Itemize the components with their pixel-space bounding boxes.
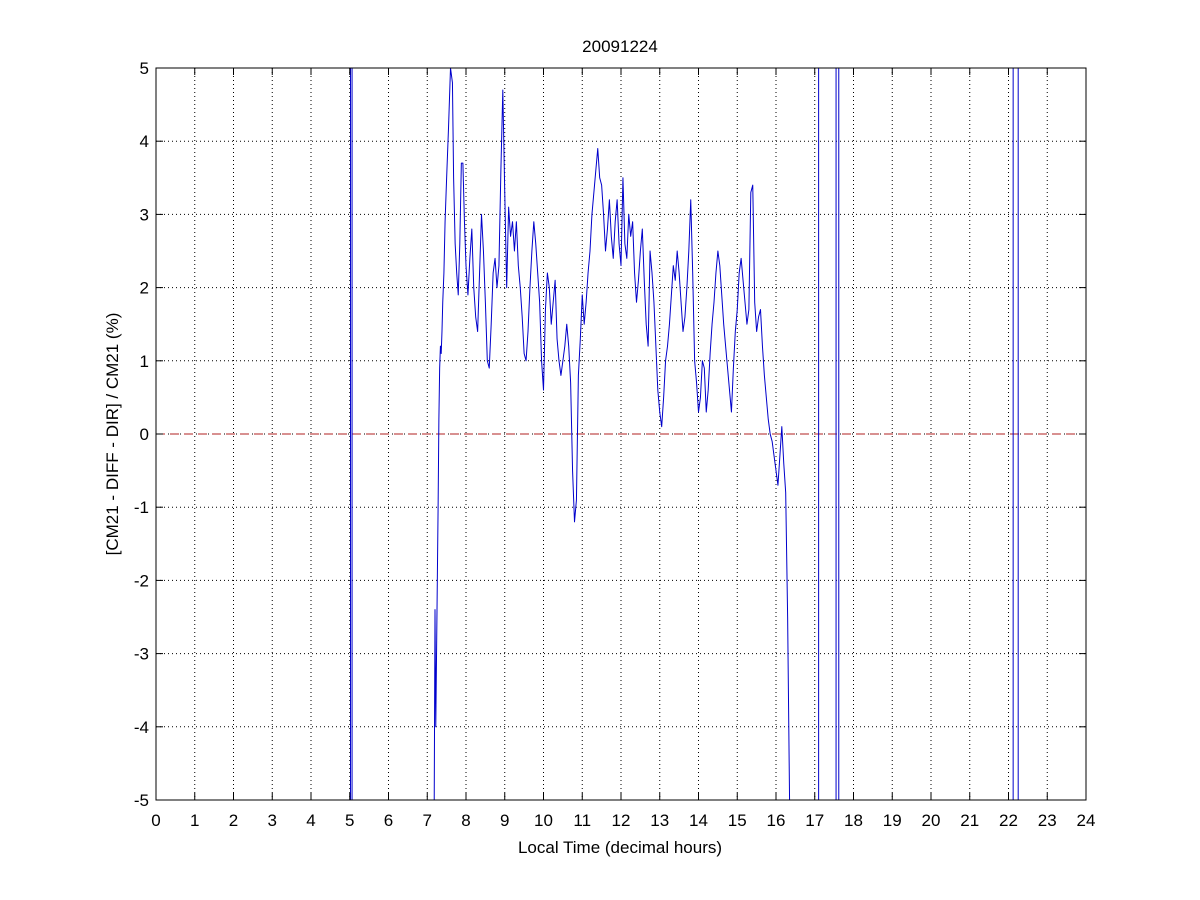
x-tick-label: 23: [1038, 811, 1057, 830]
x-axis-label: Local Time (decimal hours): [518, 838, 722, 857]
x-tick-label: 10: [534, 811, 553, 830]
y-tick-label: 1: [140, 352, 149, 371]
x-tick-label: 17: [805, 811, 824, 830]
x-tick-label: 8: [461, 811, 470, 830]
y-tick-label: -1: [134, 498, 149, 517]
y-tick-label: 3: [140, 205, 149, 224]
x-tick-label: 12: [612, 811, 631, 830]
x-tick-label: 19: [883, 811, 902, 830]
x-tick-label: 0: [151, 811, 160, 830]
x-tick-label: 5: [345, 811, 354, 830]
x-tick-label: 6: [384, 811, 393, 830]
y-tick-label: -3: [134, 645, 149, 664]
x-tick-label: 13: [650, 811, 669, 830]
x-tick-label: 18: [844, 811, 863, 830]
series-line: [433, 67, 791, 801]
y-axis: -5 -4 -3 -2 -1 0 1 2 3 4 5: [134, 59, 1086, 810]
x-tick-label: 9: [500, 811, 509, 830]
x-tick-label: 20: [922, 811, 941, 830]
y-tick-label: 5: [140, 59, 149, 78]
x-tick-label: 24: [1077, 811, 1096, 830]
y-tick-label: 4: [140, 132, 149, 151]
x-tick-label: 7: [423, 811, 432, 830]
x-tick-label: 1: [190, 811, 199, 830]
y-axis-label: [CM21 - DIFF - DIR] / CM21 (%): [103, 313, 122, 556]
x-tick-label: 11: [573, 811, 591, 830]
x-tick-label: 4: [306, 811, 315, 830]
x-tick-label: 14: [689, 811, 708, 830]
x-axis: 0 1 2 3 4 5 6 7 8 9 10 11 12 13 14 15 16 17 18 19 20 21 22 23 24: [151, 68, 1095, 830]
x-tick-label: 15: [728, 811, 747, 830]
y-tick-label: 0: [140, 425, 149, 444]
x-tick-label: 22: [999, 811, 1018, 830]
x-tick-label: 2: [229, 811, 238, 830]
x-tick-label: 21: [960, 811, 979, 830]
x-tick-label: 16: [767, 811, 786, 830]
y-tick-label: 2: [140, 279, 149, 298]
chart-title: 20091224: [582, 37, 658, 56]
y-tick-label: -2: [134, 571, 149, 590]
x-tick-label: 3: [268, 811, 277, 830]
y-tick-label: -5: [134, 791, 149, 810]
y-tick-label: -4: [134, 718, 149, 737]
